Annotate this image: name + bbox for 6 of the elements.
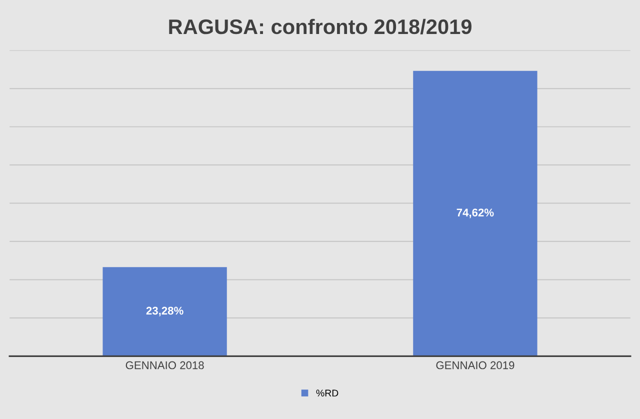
x-tick-label: GENNAIO 2018 — [126, 361, 204, 370]
legend-label: %RD — [316, 390, 338, 396]
data-label: 23,28% — [146, 306, 184, 316]
chart-title: RAGUSA: confronto 2018/2019 — [169, 18, 472, 34]
data-label: 74,62% — [456, 208, 494, 218]
x-tick-label: GENNAIO 2019 — [436, 361, 514, 370]
